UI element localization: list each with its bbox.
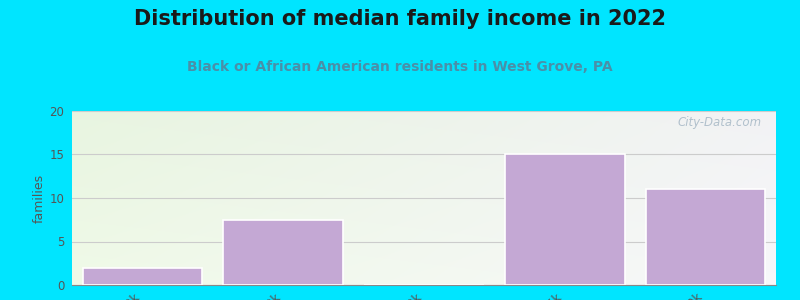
- Text: Black or African American residents in West Grove, PA: Black or African American residents in W…: [187, 60, 613, 74]
- Bar: [505, 154, 625, 285]
- Bar: [223, 220, 343, 285]
- Text: City-Data.com: City-Data.com: [678, 116, 762, 129]
- Text: Distribution of median family income in 2022: Distribution of median family income in …: [134, 9, 666, 29]
- Bar: [646, 189, 766, 285]
- Y-axis label: families: families: [32, 173, 46, 223]
- Bar: [82, 268, 202, 285]
